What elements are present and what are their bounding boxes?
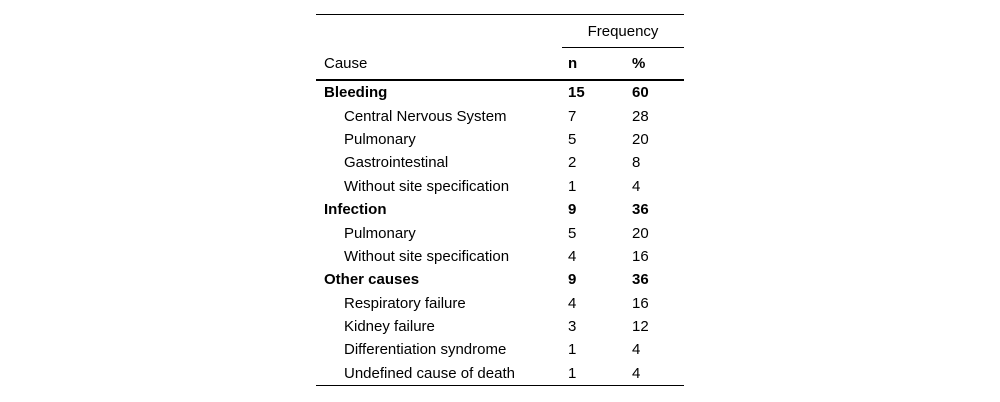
row-n: 3 (568, 318, 577, 336)
table-row: Pulmonary 5 20 (316, 221, 684, 244)
table-row: Respiratory failure 4 16 (316, 292, 684, 315)
row-percent: 4 (632, 364, 641, 382)
row-label: Gastrointestinal (344, 154, 449, 172)
n-column-header: n (568, 55, 578, 72)
row-label: Central Nervous System (344, 107, 507, 125)
table-row: Bleeding 15 60 (316, 81, 684, 104)
column-header-row: Cause n % (316, 48, 684, 81)
table-row: Central Nervous System 7 28 (316, 104, 684, 127)
row-n: 1 (568, 364, 577, 382)
table-row: Gastrointestinal 2 8 (316, 151, 684, 174)
row-label: Infection (324, 201, 387, 219)
row-percent: 16 (632, 247, 649, 265)
row-label: Bleeding (324, 84, 388, 102)
row-n: 9 (568, 271, 577, 289)
row-percent: 16 (632, 294, 649, 312)
row-n: 4 (568, 247, 577, 265)
deaths-frequency-table: Frequency Cause n % Bleeding 15 60 Centr… (316, 14, 684, 387)
row-percent: 4 (632, 177, 641, 195)
frequency-header-label: Frequency (587, 22, 659, 40)
table-row: Without site specification 4 16 (316, 245, 684, 268)
row-percent: 28 (632, 107, 649, 125)
cause-column-header: Cause (324, 55, 368, 72)
row-percent: 36 (632, 201, 649, 219)
row-n: 5 (568, 224, 577, 242)
table-row: Undefined cause of death 1 4 (316, 362, 684, 385)
row-label: Without site specification (344, 247, 510, 265)
row-label: Pulmonary (344, 130, 416, 148)
table-row: Other causes 9 36 (316, 268, 684, 291)
row-n: 2 (568, 154, 577, 172)
row-label: Pulmonary (344, 224, 416, 242)
row-n: 15 (568, 84, 585, 102)
row-percent: 12 (632, 318, 649, 336)
row-n: 5 (568, 130, 577, 148)
row-percent: 4 (632, 341, 641, 359)
row-n: 9 (568, 201, 577, 219)
table-row: Differentiation syndrome 1 4 (316, 338, 684, 361)
row-percent: 8 (632, 154, 641, 172)
row-n: 7 (568, 107, 577, 125)
frequency-header-row: Frequency (316, 15, 684, 48)
row-percent: 60 (632, 84, 649, 102)
row-label: Respiratory failure (344, 294, 466, 312)
row-label: Differentiation syndrome (344, 341, 507, 359)
row-n: 1 (568, 341, 577, 359)
row-percent: 20 (632, 224, 649, 242)
row-percent: 36 (632, 271, 649, 289)
row-n: 1 (568, 177, 577, 195)
table-body: Bleeding 15 60 Central Nervous System 7 … (316, 81, 684, 385)
percent-column-header: % (632, 55, 646, 72)
table-row: Pulmonary 5 20 (316, 128, 684, 151)
row-label: Undefined cause of death (344, 364, 515, 382)
row-percent: 20 (632, 130, 649, 148)
frequency-column-group: Frequency (562, 15, 684, 48)
table-row: Kidney failure 3 12 (316, 315, 684, 338)
row-label: Other causes (324, 271, 420, 289)
table-row: Infection 9 36 (316, 198, 684, 221)
row-label: Kidney failure (344, 318, 435, 336)
row-label: Without site specification (344, 177, 510, 195)
table-row: Without site specification 1 4 (316, 175, 684, 198)
row-n: 4 (568, 294, 577, 312)
